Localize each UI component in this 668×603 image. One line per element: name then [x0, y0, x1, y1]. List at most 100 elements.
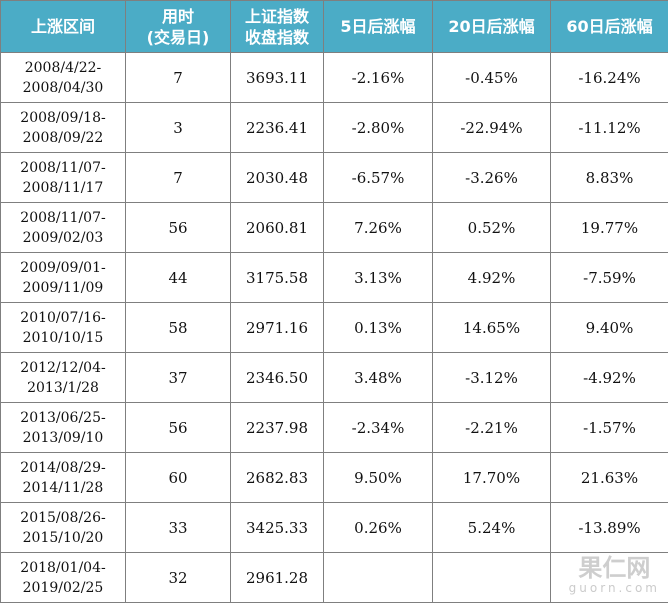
- cell-days: 56: [126, 203, 231, 253]
- range-start: 2015/08/26-: [1, 508, 125, 528]
- range-end: 2014/11/28: [1, 478, 125, 498]
- cell-60d: -7.59%: [551, 253, 668, 303]
- range-end: 2009/02/03: [1, 228, 125, 248]
- cell-20d: -2.21%: [433, 403, 551, 453]
- range-start: 2008/11/07-: [1, 208, 125, 228]
- table-header: 上涨区间 用时 (交易日) 上证指数 收盘指数 5日后涨幅 20日后涨幅 60日…: [1, 1, 668, 53]
- days-value: 56: [168, 219, 187, 237]
- cell-60d: -4.92%: [551, 353, 668, 403]
- d20-value: -22.94%: [460, 119, 522, 137]
- cell-days: 56: [126, 403, 231, 453]
- days-value: 58: [168, 319, 187, 337]
- d20-value: -3.12%: [465, 369, 518, 387]
- d60-value: -7.59%: [583, 269, 636, 287]
- close-value: 2236.41: [246, 119, 308, 137]
- d60-value: 8.83%: [586, 169, 634, 187]
- range-end: 2013/1/28: [1, 378, 125, 398]
- range-start: 2014/08/29-: [1, 458, 125, 478]
- cell-60d: -11.12%: [551, 103, 668, 153]
- d20-value: 5.24%: [468, 519, 516, 537]
- close-value: 2682.83: [246, 469, 308, 487]
- cell-close: 2346.50: [231, 353, 324, 403]
- cell-range: 2012/12/04-2013/1/28: [1, 353, 126, 403]
- d60-value: -4.92%: [583, 369, 636, 387]
- cell-20d: 14.65%: [433, 303, 551, 353]
- cell-days: 32: [126, 553, 231, 603]
- cell-60d: [551, 553, 668, 603]
- cell-5d: -2.80%: [324, 103, 433, 153]
- cell-close: 3175.58: [231, 253, 324, 303]
- cell-60d: 21.63%: [551, 453, 668, 503]
- d5-value: -2.80%: [352, 119, 405, 137]
- cell-20d: -0.45%: [433, 53, 551, 103]
- d60-value: -13.89%: [578, 519, 640, 537]
- cell-60d: -13.89%: [551, 503, 668, 553]
- d20-value: 4.92%: [468, 269, 516, 287]
- cell-days: 7: [126, 153, 231, 203]
- range-end: 2008/04/30: [1, 78, 125, 98]
- close-value: 3175.58: [246, 269, 308, 287]
- days-value: 7: [173, 69, 183, 87]
- cell-range: 2013/06/25-2013/09/10: [1, 403, 126, 453]
- cell-close: 2961.28: [231, 553, 324, 603]
- days-value: 7: [173, 169, 183, 187]
- d20-value: -2.21%: [465, 419, 518, 437]
- d5-value: 0.26%: [354, 519, 402, 537]
- cell-5d: 0.26%: [324, 503, 433, 553]
- range-start: 2008/09/18-: [1, 108, 125, 128]
- days-value: 44: [168, 269, 187, 287]
- range-end: 2010/10/15: [1, 328, 125, 348]
- cell-close: 2236.41: [231, 103, 324, 153]
- days-value: 60: [168, 469, 187, 487]
- cell-5d: 0.13%: [324, 303, 433, 353]
- cell-range: 2009/09/01-2009/11/09: [1, 253, 126, 303]
- range-end: 2009/11/09: [1, 278, 125, 298]
- table-row: 2009/09/01-2009/11/09 44 3175.58 3.13% 4.92%…: [1, 253, 668, 303]
- cell-20d: 0.52%: [433, 203, 551, 253]
- cell-60d: 8.83%: [551, 153, 668, 203]
- range-start: 2008/4/22-: [1, 58, 125, 78]
- cell-20d: [433, 553, 551, 603]
- cell-5d: 3.48%: [324, 353, 433, 403]
- cell-5d: 9.50%: [324, 453, 433, 503]
- d20-value: -3.26%: [465, 169, 518, 187]
- d20-value: 0.52%: [468, 219, 516, 237]
- cell-close: 2060.81: [231, 203, 324, 253]
- header-row: 上涨区间 用时 (交易日) 上证指数 收盘指数 5日后涨幅 20日后涨幅 60日…: [1, 1, 668, 53]
- cell-5d: -2.34%: [324, 403, 433, 453]
- cell-days: 7: [126, 53, 231, 103]
- range-start: 2008/11/07-: [1, 158, 125, 178]
- range-end: 2013/09/10: [1, 428, 125, 448]
- d5-value: -2.16%: [352, 69, 405, 87]
- close-value: 2971.16: [246, 319, 308, 337]
- d5-value: 3.13%: [354, 269, 402, 287]
- close-value: 2961.28: [246, 569, 308, 587]
- header-60d-label: 60日后涨幅: [566, 17, 652, 36]
- d60-value: -11.12%: [578, 119, 640, 137]
- cell-20d: 4.92%: [433, 253, 551, 303]
- cell-days: 58: [126, 303, 231, 353]
- header-days-line1: 用时: [126, 6, 230, 27]
- header-range-label: 上涨区间: [31, 17, 95, 36]
- d5-value: 0.13%: [354, 319, 402, 337]
- close-value: 3693.11: [246, 69, 308, 87]
- header-20d: 20日后涨幅: [433, 1, 551, 53]
- cell-range: 2010/07/16-2010/10/15: [1, 303, 126, 353]
- table-body: 2008/4/22-2008/04/30 7 3693.11 -2.16% -0.45%…: [1, 53, 668, 603]
- d60-value: 9.40%: [586, 319, 634, 337]
- cell-days: 37: [126, 353, 231, 403]
- d60-value: -16.24%: [578, 69, 640, 87]
- cell-5d: 7.26%: [324, 203, 433, 253]
- cell-close: 2237.98: [231, 403, 324, 453]
- cell-days: 3: [126, 103, 231, 153]
- header-close: 上证指数 收盘指数: [231, 1, 324, 53]
- range-end: 2019/02/25: [1, 578, 125, 598]
- d60-value: -1.57%: [583, 419, 636, 437]
- close-value: 2060.81: [246, 219, 308, 237]
- cell-20d: -3.26%: [433, 153, 551, 203]
- cell-range: 2014/08/29-2014/11/28: [1, 453, 126, 503]
- days-value: 32: [168, 569, 187, 587]
- header-range: 上涨区间: [1, 1, 126, 53]
